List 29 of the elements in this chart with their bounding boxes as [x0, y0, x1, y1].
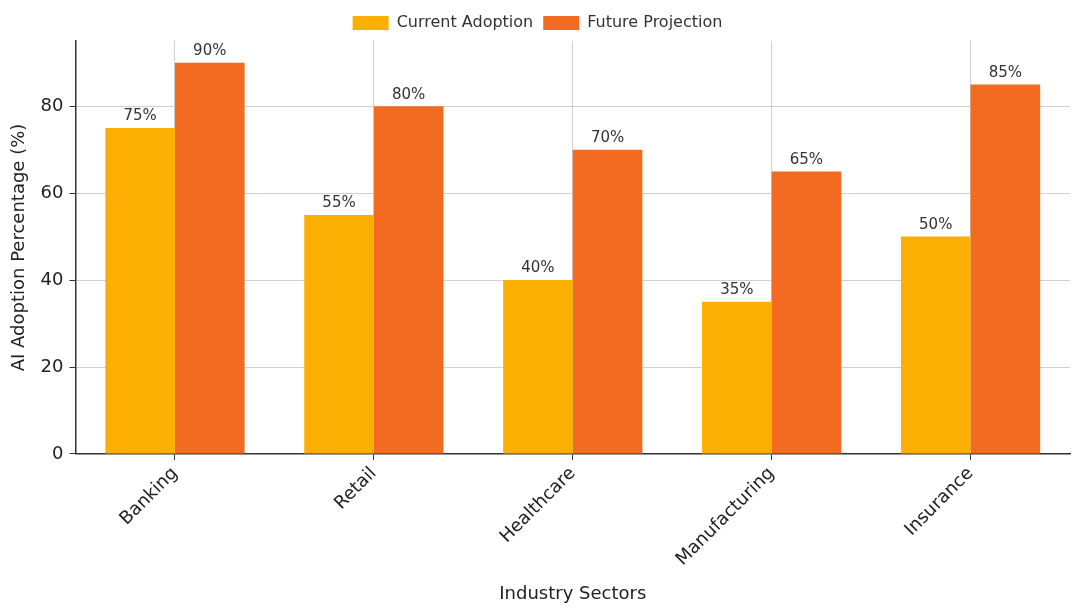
bar: [373, 106, 444, 454]
data-label: 50%: [919, 215, 953, 233]
data-label: 40%: [521, 258, 555, 277]
data-label: 35%: [720, 280, 754, 299]
data-label: 65%: [789, 149, 824, 168]
bar: [304, 214, 374, 454]
data-label: 75%: [123, 106, 157, 125]
data-label: 55%: [322, 193, 356, 212]
bar: [900, 236, 971, 454]
data-label: 90%: [193, 41, 227, 60]
bar: [970, 84, 1041, 454]
bar: [702, 301, 772, 454]
data-label: 70%: [590, 128, 625, 147]
y-tick-label: 0: [52, 441, 64, 463]
bar: [572, 149, 643, 454]
bar: [174, 62, 245, 454]
data-label: 85%: [988, 62, 1023, 81]
y-tick-label: 60: [40, 180, 64, 202]
bar: [105, 127, 175, 454]
legend-label: Current Adoption: [396, 12, 534, 32]
y-tick-label: 40: [40, 267, 64, 289]
y-tick-label: 80: [40, 93, 64, 115]
x-axis-title: Industry Sectors: [499, 581, 647, 603]
data-label: 80%: [391, 84, 426, 103]
bar: [771, 171, 842, 454]
legend-label: Future Projection: [587, 12, 723, 32]
y-tick-label: 20: [40, 354, 64, 376]
y-axis-title: AI Adoption Percentage (%): [7, 123, 29, 372]
bar: [503, 280, 573, 454]
